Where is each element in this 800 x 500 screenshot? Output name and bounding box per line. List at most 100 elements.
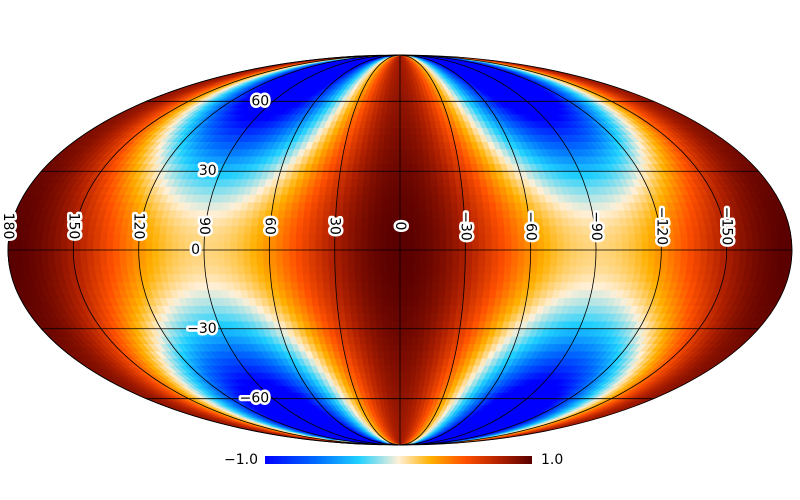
map-cell	[399, 350, 406, 359]
map-cell	[368, 313, 377, 322]
map-cell	[394, 372, 401, 380]
map-cell	[79, 249, 88, 259]
map-cell	[138, 249, 146, 259]
map-cell	[66, 249, 74, 259]
map-cell	[367, 257, 375, 267]
map-cell	[118, 249, 127, 259]
map-cell	[236, 265, 245, 275]
map-cell	[522, 265, 531, 275]
map-cell	[548, 265, 557, 275]
map-cell	[476, 217, 485, 227]
map-cell	[418, 186, 426, 195]
map-cell	[412, 249, 420, 259]
map-cell	[373, 233, 381, 243]
map-cell	[595, 249, 603, 259]
map-cell	[387, 163, 395, 172]
map-cell	[360, 241, 368, 251]
map-cell	[364, 155, 372, 164]
map-cell	[451, 241, 460, 251]
map-cell	[99, 249, 107, 259]
map-cell	[423, 320, 431, 330]
map-cell	[380, 249, 388, 259]
map-cell	[295, 257, 303, 267]
map-cell	[449, 186, 457, 195]
map-cell	[387, 305, 395, 314]
map-cell	[412, 265, 420, 275]
map-cell	[451, 265, 459, 275]
map-cell	[411, 163, 419, 172]
map-cell	[431, 273, 440, 283]
map-cell	[315, 217, 324, 227]
map-cell	[405, 163, 413, 172]
map-cell	[428, 163, 437, 172]
map-cell	[482, 209, 491, 219]
map-cell	[490, 225, 499, 235]
map-cell	[336, 297, 344, 306]
map-cell	[360, 265, 368, 275]
map-cell	[673, 249, 682, 259]
map-cell	[462, 297, 471, 306]
map-cell	[315, 265, 323, 275]
map-cell	[494, 201, 503, 211]
map-cell	[348, 194, 357, 203]
map-cell	[445, 225, 453, 235]
map-cell	[315, 273, 324, 283]
map-cell	[380, 194, 388, 203]
map-cell	[27, 241, 35, 251]
map-cell	[588, 257, 597, 267]
map-cell	[86, 249, 94, 259]
map-cell	[355, 194, 363, 203]
map-cell	[509, 265, 518, 275]
map-cell	[464, 241, 473, 251]
map-cell	[634, 233, 642, 243]
map-cell	[706, 249, 714, 259]
map-cell	[329, 201, 338, 211]
map-cell	[444, 217, 453, 227]
map-cell	[353, 249, 362, 259]
map-cell	[309, 209, 318, 219]
map-cell	[627, 233, 636, 243]
map-cell	[411, 170, 419, 180]
map-cell	[530, 249, 538, 259]
map-cell	[406, 273, 414, 283]
map-cell	[223, 257, 232, 267]
map-cell	[574, 225, 583, 235]
map-cell	[601, 257, 610, 267]
map-cell	[425, 225, 433, 235]
map-cell	[341, 281, 350, 291]
map-cell	[347, 249, 355, 259]
map-cell	[363, 170, 371, 180]
map-cell	[349, 305, 358, 314]
map-cell	[501, 209, 510, 219]
map-cell	[575, 249, 584, 259]
map-cell	[399, 273, 407, 283]
map-cell	[105, 249, 114, 259]
map-cell	[431, 289, 439, 299]
map-cell	[399, 297, 407, 306]
map-cell	[191, 265, 200, 275]
map-cell	[508, 209, 517, 219]
map-cell	[283, 281, 292, 291]
map-cell	[444, 281, 452, 291]
map-cell	[412, 297, 420, 306]
map-cell	[641, 241, 649, 251]
map-cell	[367, 265, 375, 275]
map-cell	[144, 249, 153, 259]
map-cell	[476, 273, 485, 283]
map-cell	[230, 265, 239, 275]
map-cell	[59, 241, 68, 251]
map-cell	[328, 273, 336, 283]
map-cell	[302, 281, 311, 291]
map-cell	[548, 225, 557, 235]
map-cell	[355, 297, 363, 306]
map-cell	[424, 194, 433, 203]
map-cell	[405, 170, 413, 180]
map-cell	[608, 257, 616, 267]
map-cell	[412, 241, 420, 251]
map-cell	[751, 233, 760, 243]
map-cell	[386, 233, 394, 243]
map-cell	[99, 257, 108, 267]
map-cell	[371, 350, 379, 359]
map-cell	[382, 335, 389, 345]
map-cell	[289, 217, 298, 227]
